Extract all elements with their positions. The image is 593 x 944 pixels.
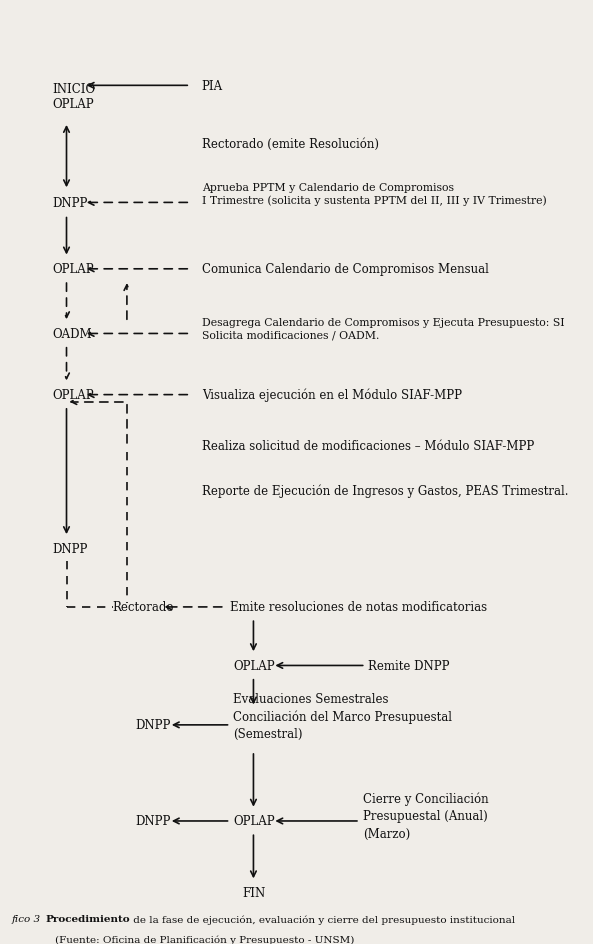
- Text: Aprueba PPTM y Calendario de Compromisos
I Trimestre (solicita y sustenta PPTM d: Aprueba PPTM y Calendario de Compromisos…: [202, 183, 546, 206]
- Text: Reporte de Ejecución de Ingresos y Gastos, PEAS Trimestral.: Reporte de Ejecución de Ingresos y Gasto…: [202, 484, 568, 497]
- Text: DNPP: DNPP: [136, 718, 171, 732]
- Text: INICIO
OPLAP: INICIO OPLAP: [52, 83, 95, 110]
- Text: Rectorado: Rectorado: [112, 600, 173, 614]
- Text: Emite resoluciones de notas modificatorias: Emite resoluciones de notas modificatori…: [231, 600, 487, 614]
- Text: DNPP: DNPP: [52, 542, 88, 555]
- Text: OPLAP: OPLAP: [233, 815, 275, 828]
- Text: Visualiza ejecución en el Módulo SIAF-MPP: Visualiza ejecución en el Módulo SIAF-MP…: [202, 388, 462, 402]
- Text: Comunica Calendario de Compromisos Mensual: Comunica Calendario de Compromisos Mensu…: [202, 263, 489, 276]
- Text: FIN: FIN: [242, 886, 265, 900]
- Text: Desagrega Calendario de Compromisos y Ejecuta Presupuesto: SI
Solicita modificac: Desagrega Calendario de Compromisos y Ej…: [202, 318, 565, 340]
- Text: OADM: OADM: [52, 328, 92, 341]
- Text: OPLAP: OPLAP: [233, 659, 275, 672]
- Text: DNPP: DNPP: [136, 815, 171, 828]
- Text: Rectorado (emite Resolución): Rectorado (emite Resolución): [202, 138, 379, 151]
- Text: de la fase de ejecución, evaluación y cierre del presupuesto institucional: de la fase de ejecución, evaluación y ci…: [130, 915, 515, 924]
- Text: (Fuente: Oficina de Planificación y Presupuesto - UNSM): (Fuente: Oficina de Planificación y Pres…: [55, 935, 355, 944]
- Text: Evaluaciones Semestrales
Conciliación del Marco Presupuestal
(Semestral): Evaluaciones Semestrales Conciliación de…: [233, 693, 452, 740]
- Text: PIA: PIA: [202, 79, 223, 93]
- Text: fico 3: fico 3: [12, 915, 44, 923]
- Text: Cierre y Conciliación
Presupuestal (Anual)
(Marzo): Cierre y Conciliación Presupuestal (Anua…: [363, 792, 489, 839]
- Text: OPLAP: OPLAP: [52, 389, 94, 402]
- Text: Realiza solicitud de modificaciones – Módulo SIAF-MPP: Realiza solicitud de modificaciones – Mó…: [202, 439, 534, 452]
- Text: Procedimiento: Procedimiento: [45, 915, 130, 923]
- Text: DNPP: DNPP: [52, 196, 88, 210]
- Text: Remite DNPP: Remite DNPP: [368, 659, 450, 672]
- Text: OPLAP: OPLAP: [52, 263, 94, 276]
